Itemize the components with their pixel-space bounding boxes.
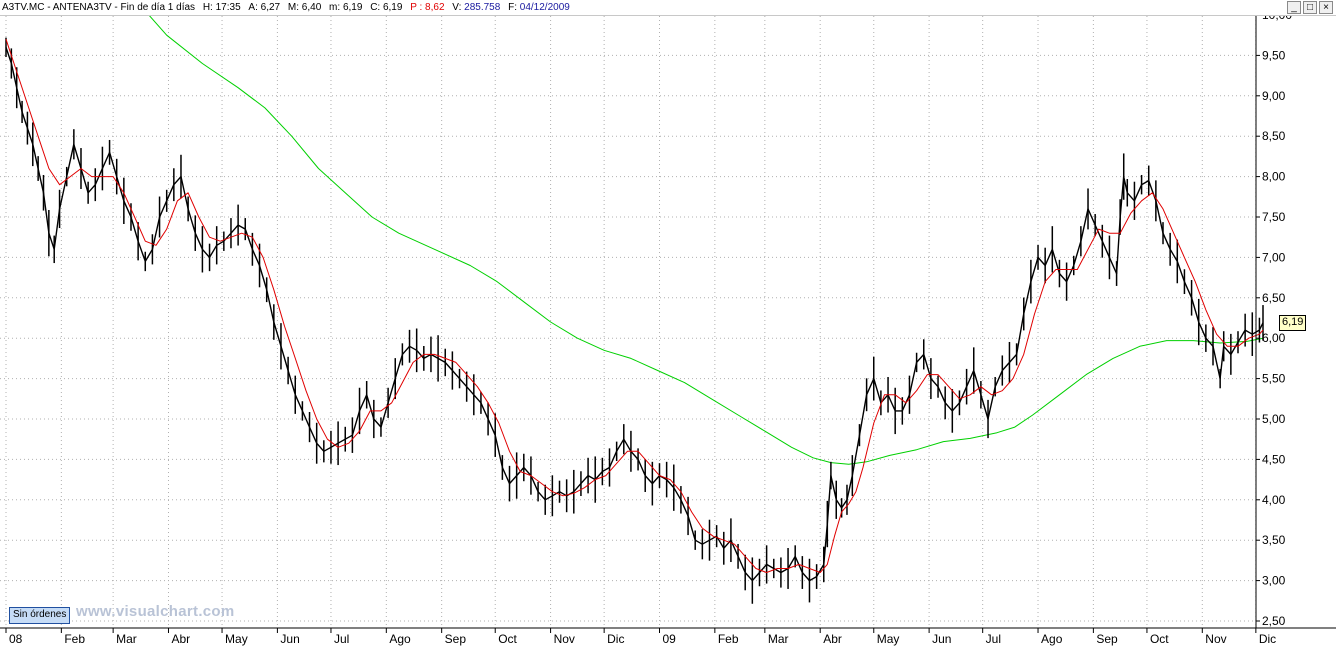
x-tick-label: Jul xyxy=(334,632,349,646)
y-tick-label: 6,00 xyxy=(1262,331,1286,345)
x-tick-label: Nov xyxy=(554,632,575,646)
x-tick-label: Jun xyxy=(280,632,299,646)
x-tick-label: 08 xyxy=(9,632,23,646)
watermark: www.visualchart.com xyxy=(76,603,235,620)
chart-title-bar: A3TV.MC - ANTENA3TV - Fin de día 1 días … xyxy=(0,0,1336,16)
open-label: A: xyxy=(248,2,258,13)
symbol-label: A3TV.MC - ANTENA3TV - Fin de día 1 días xyxy=(2,2,196,13)
x-tick-label: Ago xyxy=(389,632,411,646)
high-label: M: xyxy=(287,2,300,13)
x-tick-label: Nov xyxy=(1205,632,1226,646)
time-value: 17:35 xyxy=(215,2,241,13)
y-tick-label: 7,50 xyxy=(1262,210,1286,224)
x-tick-label: Mar xyxy=(116,632,137,646)
x-tick-label: Dic xyxy=(607,632,624,646)
x-tick-label: Sep xyxy=(445,632,467,646)
x-tick-label: Feb xyxy=(718,632,739,646)
x-tick-label: Dic xyxy=(1259,632,1276,646)
y-tick-label: 5,50 xyxy=(1262,372,1286,386)
y-tick-label: 10,00 xyxy=(1262,16,1292,22)
y-tick-label: 8,00 xyxy=(1262,170,1286,184)
y-tick-label: 2,50 xyxy=(1262,614,1286,628)
no-orders-badge[interactable]: Sin órdenes xyxy=(9,607,71,624)
low-label: m: xyxy=(329,2,341,13)
x-tick-label: Feb xyxy=(64,632,85,646)
window-controls: _ □ × xyxy=(1287,1,1333,15)
y-tick-label: 9,00 xyxy=(1262,89,1286,103)
date-label: F: xyxy=(508,2,517,13)
y-tick-label: 9,50 xyxy=(1262,48,1286,62)
close-label: C: xyxy=(370,2,381,13)
maximize-button[interactable]: □ xyxy=(1303,1,1317,14)
x-tick-label: May xyxy=(225,632,248,646)
series-line-ma_long xyxy=(149,16,1264,465)
x-tick-label: Abr xyxy=(171,632,190,646)
close-value: 6,19 xyxy=(382,2,403,13)
time-label: H: xyxy=(202,2,213,13)
volume-value: 285.758 xyxy=(464,2,501,13)
x-tick-label: Sep xyxy=(1096,632,1118,646)
series-line-ma_short xyxy=(5,39,1264,573)
open-value: 6,27 xyxy=(260,2,281,13)
y-tick-label: 6,50 xyxy=(1262,291,1286,305)
y-tick-label: 5,00 xyxy=(1262,412,1286,426)
p-value: 8,62 xyxy=(425,2,445,13)
x-tick-label: Mar xyxy=(768,632,789,646)
x-tick-label: Oct xyxy=(498,632,517,646)
y-tick-label: 4,00 xyxy=(1262,493,1286,507)
volume-label: V: xyxy=(452,2,462,13)
p-label: P : xyxy=(410,2,423,13)
last-price-tag: 6,19 xyxy=(1279,315,1307,331)
x-tick-label: 09 xyxy=(662,632,676,646)
y-tick-label: 3,50 xyxy=(1262,533,1286,547)
series-line-price xyxy=(5,47,1264,582)
high-value: 6,40 xyxy=(301,2,322,13)
y-tick-label: 7,00 xyxy=(1262,250,1286,264)
low-value: 6,19 xyxy=(342,2,363,13)
y-tick-label: 3,00 xyxy=(1262,574,1286,588)
x-tick-label: Oct xyxy=(1150,632,1169,646)
x-tick-label: May xyxy=(877,632,900,646)
x-tick-label: Jul xyxy=(986,632,1001,646)
x-tick-label: Abr xyxy=(823,632,842,646)
y-tick-label: 4,50 xyxy=(1262,452,1286,466)
y-tick-label: 8,50 xyxy=(1262,129,1286,143)
x-tick-label: Ago xyxy=(1041,632,1063,646)
x-tick-label: Jun xyxy=(932,632,951,646)
close-button[interactable]: × xyxy=(1319,1,1333,14)
minimize-button[interactable]: _ xyxy=(1287,1,1301,14)
price-chart: 2,50 3,00 3,50 4,00 4,50 5,00 5,50 6,00 6,50 7,00… xyxy=(0,16,1336,646)
date-value: 04/12/2009 xyxy=(519,2,570,13)
